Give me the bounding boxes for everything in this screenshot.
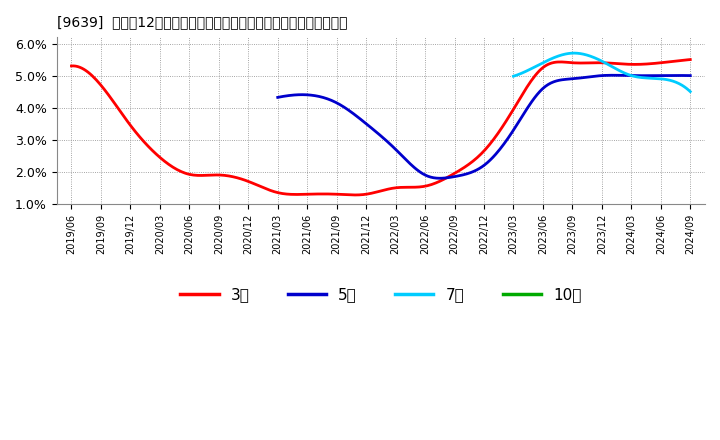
Legend: 3年, 5年, 7年, 10年: 3年, 5年, 7年, 10年 bbox=[174, 282, 588, 309]
Text: [9639]  売上高12か月移動合計の対前年同期増減率の標準偏差の推移: [9639] 売上高12か月移動合計の対前年同期増減率の標準偏差の推移 bbox=[57, 15, 347, 29]
